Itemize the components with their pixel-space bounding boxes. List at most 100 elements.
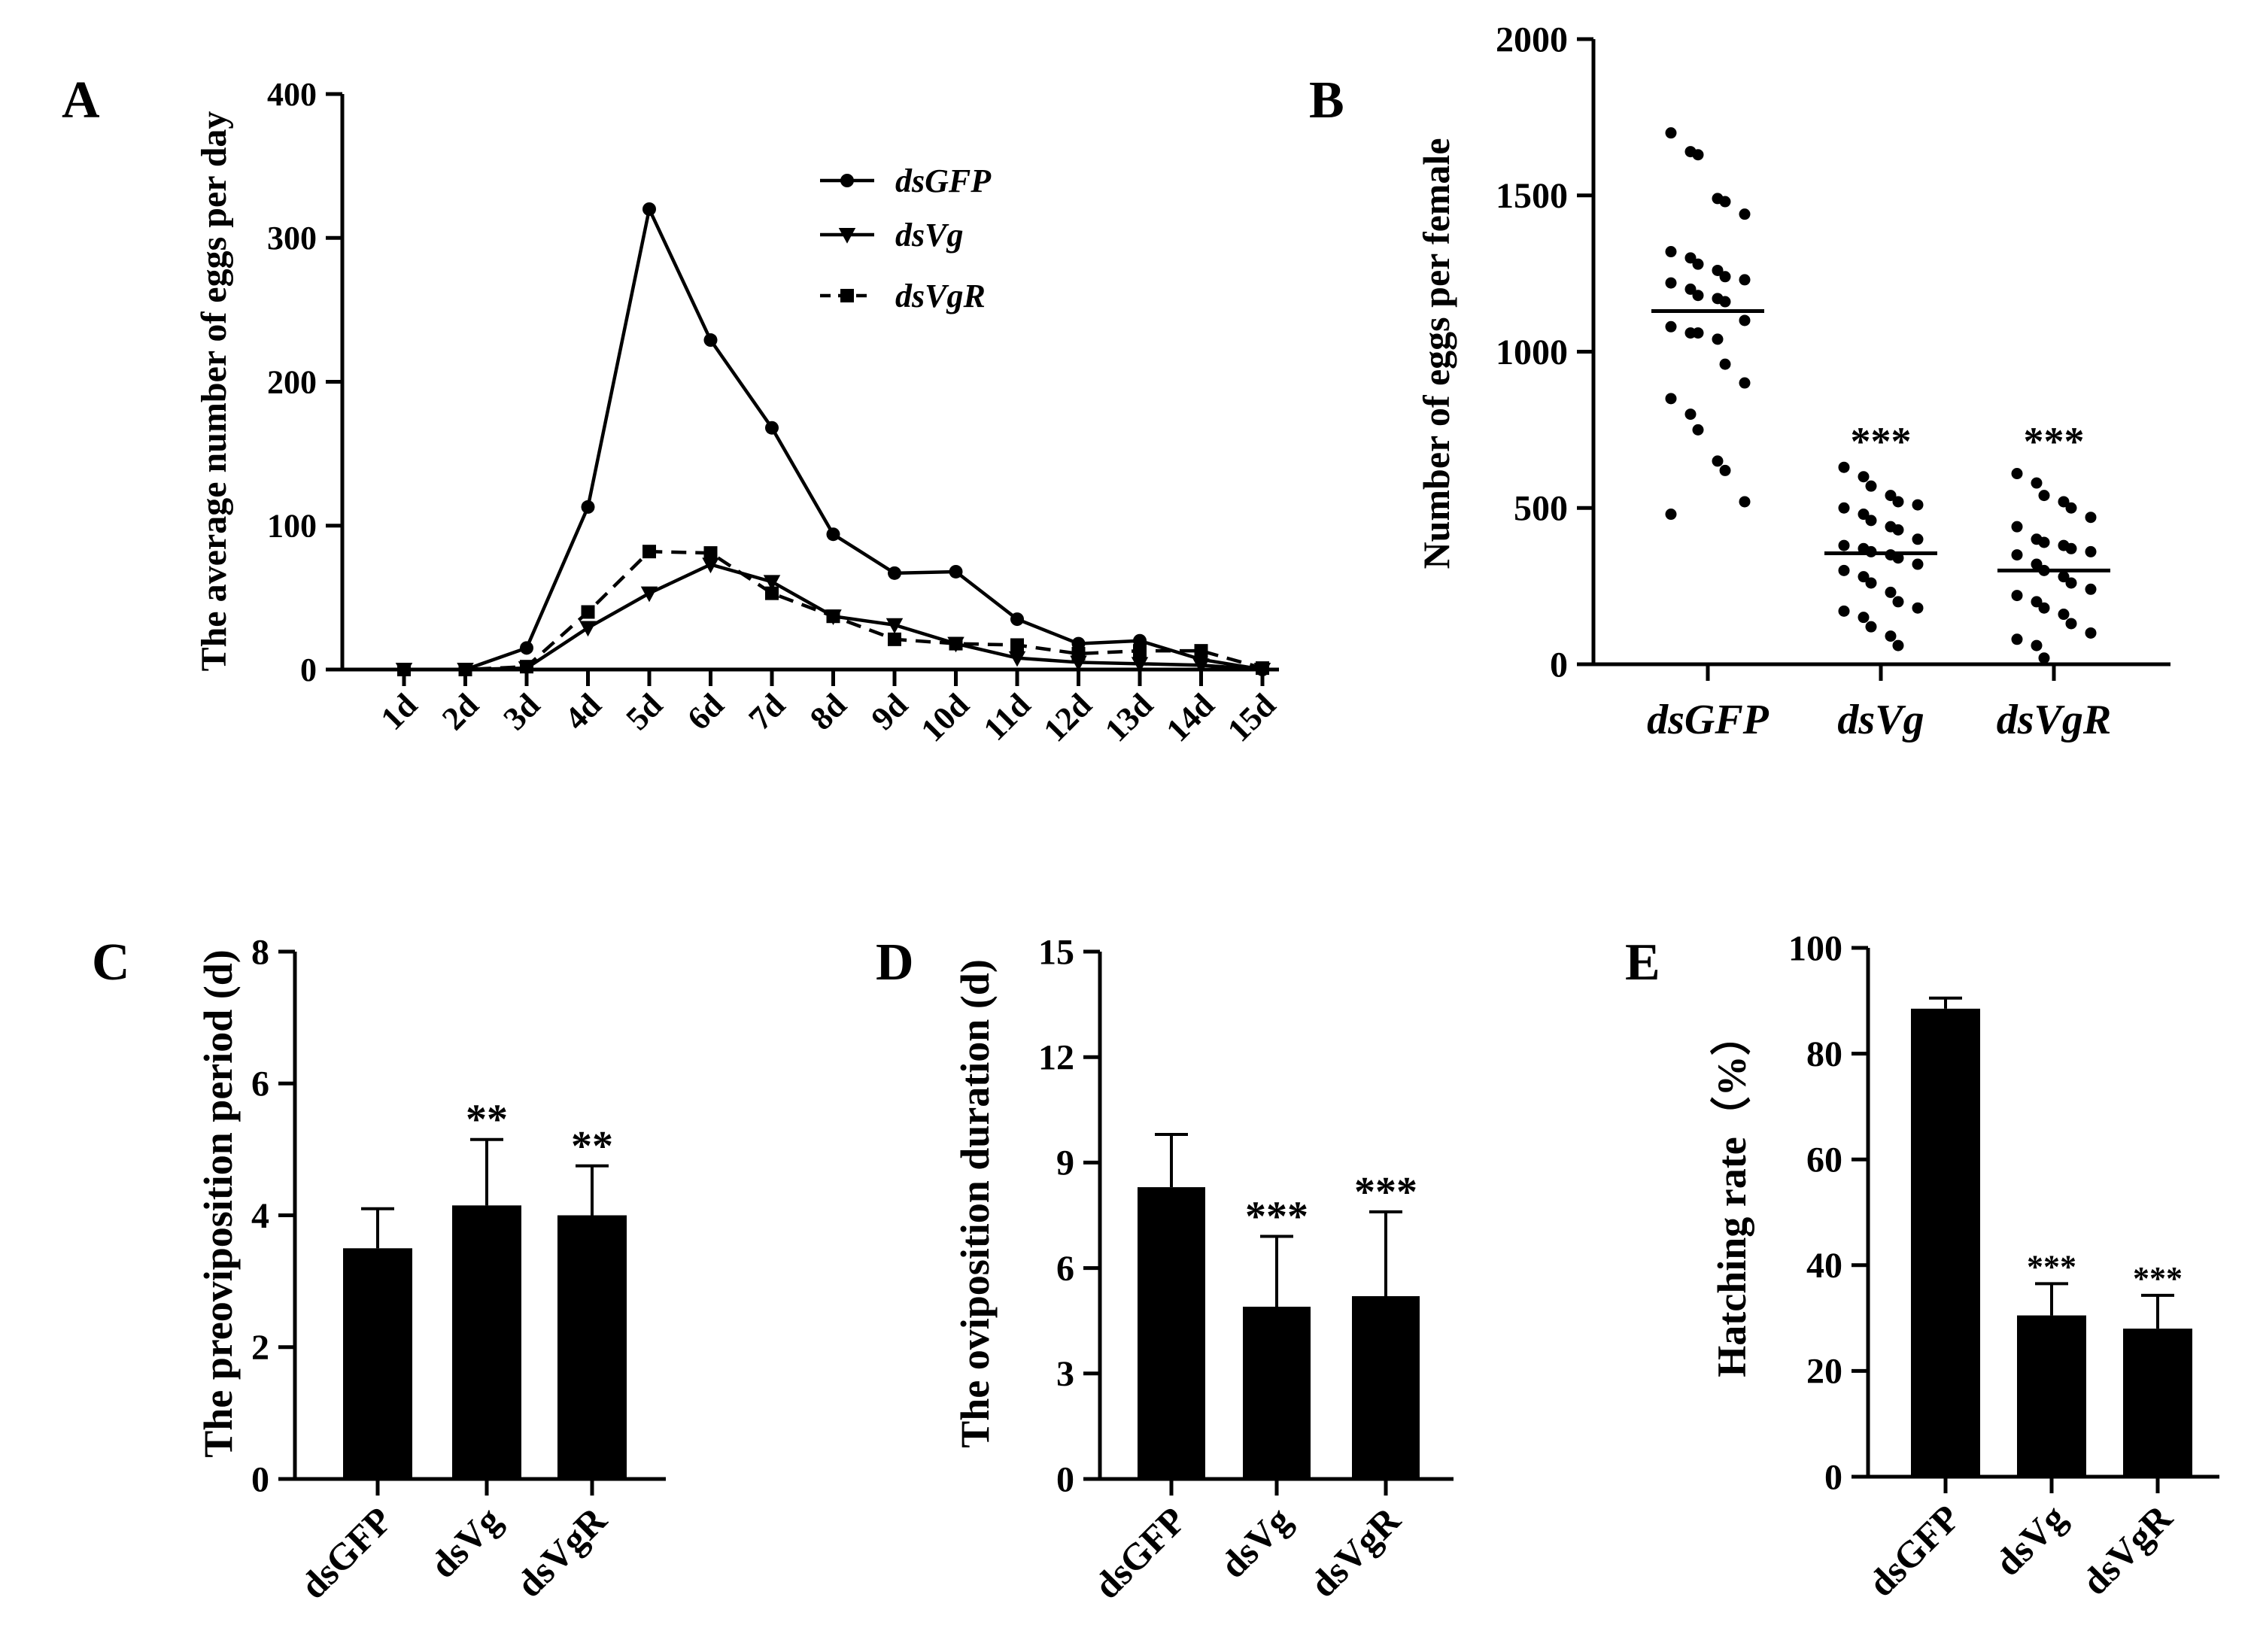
bar-dsGFP: [1911, 1008, 1980, 1477]
data-point-dsVgR: [2065, 618, 2077, 630]
data-point-dsGFP: [1692, 290, 1704, 302]
data-point-dsGFP: [1665, 509, 1677, 521]
data-point-dsVgR: [520, 660, 533, 674]
data-point-dsVg: [1885, 490, 1897, 502]
data-point-dsVgR: [2031, 596, 2043, 608]
panel-a-x-tick-label: 4d: [557, 686, 609, 737]
panel-c-letter: C: [92, 934, 130, 992]
data-point-dsVg: [1865, 621, 1877, 633]
data-point-dsVg: [1912, 533, 1924, 545]
data-point-dsVgR: [2031, 477, 2043, 489]
data-point-dsVgR: [2038, 602, 2050, 614]
bar-dsVg: [452, 1205, 521, 1479]
data-point-dsGFP: [1665, 127, 1677, 139]
data-point-dsGFP: [703, 333, 718, 348]
data-point-dsGFP: [642, 202, 656, 216]
data-point-dsGFP: [826, 527, 840, 542]
panel-a-x-tick-label: 15d: [1220, 686, 1283, 749]
panel-a-x-tick-label: 5d: [619, 686, 670, 737]
panel-c-y-tick-label: 4: [251, 1196, 269, 1236]
data-point-dsGFP: [1739, 314, 1751, 326]
data-point-dsGFP: [888, 566, 901, 580]
data-point-dsVg: [886, 618, 904, 634]
panel-e-ylabel: Hatching rate（%）: [1709, 1015, 1754, 1377]
data-point-dsVg: [1885, 586, 1897, 598]
panel-a-x-tick-label: 11d: [977, 686, 1037, 747]
data-point-dsGFP: [1684, 252, 1697, 264]
panel-c-x-tick-label: dsVgR: [508, 1499, 615, 1605]
data-point-dsVgR: [2058, 609, 2070, 621]
panel-d-y-tick-label: 12: [1038, 1038, 1074, 1078]
data-point-dsVgR: [1194, 644, 1208, 658]
significance-label: ***: [1245, 1194, 1308, 1241]
panel-c-x-tick-label: dsGFP: [292, 1499, 400, 1607]
panel-b-y-tick-label: 1000: [1496, 333, 1568, 372]
data-point-dsGFP: [1739, 496, 1751, 508]
panel-d-y-tick-label: 6: [1056, 1249, 1074, 1289]
data-point-dsVg: [1865, 577, 1877, 589]
legend-label-dsGFP: dsGFP: [895, 162, 992, 199]
data-point-dsVg: [1858, 612, 1870, 624]
panel-a-x-tick-label: 7d: [742, 686, 793, 737]
data-point-dsVgR: [2011, 633, 2023, 645]
panel-a-legend: dsGFP dsVg dsVgR: [820, 162, 992, 314]
significance-label: ***: [2024, 419, 2085, 464]
panel-e-x-tick-label: dsGFP: [1860, 1496, 1968, 1605]
data-point-dsVg: [1858, 509, 1870, 521]
data-point-dsVg: [1008, 651, 1026, 667]
panel-c-chart: C The preoviposition period (d) 0 2 4 6 8 dsG…: [92, 932, 666, 1607]
data-point-dsVg: [1892, 639, 1904, 651]
panel-a-y-tick-label: 300: [267, 220, 317, 257]
data-point-dsGFP: [1719, 196, 1731, 208]
data-point-dsVgR: [581, 605, 595, 619]
data-point-dsGFP: [1719, 296, 1731, 308]
legend-marker-dsVg: [838, 228, 856, 244]
data-point-dsVgR: [2011, 468, 2023, 480]
legend-marker-dsGFP: [840, 174, 854, 187]
data-point-dsVgR: [2085, 512, 2097, 524]
data-point-dsVgR: [2011, 521, 2023, 533]
data-point-dsVg: [1912, 499, 1924, 511]
bar-dsGFP: [1138, 1187, 1205, 1479]
panel-a-y-tick-label: 100: [267, 508, 317, 545]
data-point-dsGFP: [1692, 149, 1704, 161]
data-point-dsVg: [1838, 564, 1850, 576]
data-point-dsVg: [1865, 480, 1877, 492]
data-point-dsVgR: [2065, 502, 2077, 514]
data-point-dsVgR: [2058, 496, 2070, 508]
data-point-dsGFP: [1712, 264, 1724, 276]
data-point-dsVg: [702, 557, 719, 574]
data-point-dsGFP: [1692, 327, 1704, 339]
data-point-dsVg: [579, 621, 597, 637]
data-point-dsGFP: [1712, 455, 1724, 467]
panel-c-y-tick-label: 6: [251, 1064, 269, 1104]
data-point-dsVgR: [2085, 583, 2097, 595]
panel-b-x-tick-label: dsGFP: [1647, 697, 1769, 743]
data-point-dsVgR: [826, 609, 840, 624]
significance-label: **: [571, 1123, 613, 1170]
data-point-dsVgR: [2031, 639, 2043, 651]
bar-dsGFP: [343, 1248, 412, 1479]
data-point-dsVg: [1858, 571, 1870, 583]
panel-a-x-tick-label: 9d: [864, 686, 916, 737]
panel-a-x-tick-label: 12d: [1036, 686, 1098, 749]
data-point-dsVg: [1192, 658, 1210, 674]
panel-e-x-tick-label: dsVgR: [2073, 1496, 2180, 1603]
data-point-dsGFP: [1739, 377, 1751, 389]
panel-b-x-tick-label: dsVgR: [1997, 697, 2112, 743]
panel-a-x-tick-label: 10d: [913, 686, 976, 749]
panel-d-x-tick-label: dsVgR: [1302, 1499, 1408, 1605]
data-point-dsGFP: [1692, 258, 1704, 270]
bar-dsVg: [2017, 1315, 2086, 1477]
data-point-dsVgR: [765, 586, 779, 600]
panel-d-y-tick-label: 9: [1056, 1143, 1074, 1183]
data-point-dsVgR: [1256, 661, 1269, 676]
panel-e-y-tick-label: 40: [1806, 1246, 1842, 1286]
data-point-dsVg: [1838, 502, 1850, 514]
panel-a-y-tick-label: 0: [300, 651, 317, 688]
panel-e-y-tick-label: 60: [1806, 1140, 1842, 1180]
data-point-dsGFP: [1665, 320, 1677, 333]
data-point-dsGFP: [1692, 424, 1704, 436]
data-point-dsVgR: [703, 546, 718, 560]
